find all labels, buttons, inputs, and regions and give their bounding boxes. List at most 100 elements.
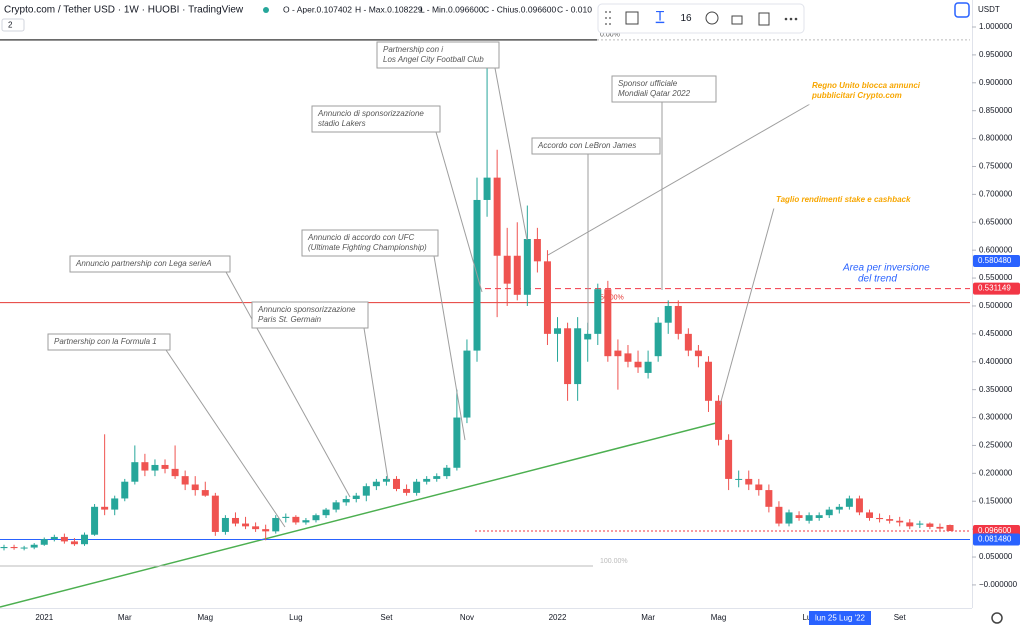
candle-body (0, 546, 8, 549)
more-button[interactable] (784, 17, 798, 21)
y-tick-label: 0.400000 (979, 357, 1013, 366)
layers-toggle[interactable] (1, 18, 25, 32)
candle-body (886, 519, 894, 521)
callout-line (719, 207, 775, 406)
text-color-button[interactable]: T (656, 8, 665, 24)
y-tick-label: 0.800000 (979, 134, 1013, 143)
y-tick-label: −0.000000 (979, 580, 1018, 589)
callout-text: pubblicitari Crypto.com (811, 91, 902, 100)
y-tick-label: 0.650000 (979, 217, 1013, 226)
x-tick-label: Lug (289, 613, 302, 622)
candle-body (876, 517, 884, 520)
x-tick-label: Mar (118, 613, 132, 622)
candle-body (513, 255, 521, 295)
candle-body (866, 512, 874, 518)
candle-body (755, 484, 763, 491)
callout-text: Partnership con la Formula 1 (54, 337, 157, 346)
fib-label: 100.00% (600, 558, 628, 565)
y-tick-label: 0.300000 (979, 413, 1013, 422)
price-label-box (973, 533, 1020, 546)
candle-body (443, 467, 451, 477)
callout-text: Paris St. Germain (258, 315, 322, 324)
callout-text: Sponsor ufficiale (618, 79, 678, 88)
callout-line (225, 271, 351, 498)
callout-box (611, 75, 717, 103)
candle-body (463, 350, 471, 418)
candle-body (584, 333, 592, 340)
font-size-button[interactable]: 16 (680, 13, 692, 24)
y-tick-label: 0.750000 (979, 162, 1013, 171)
candle-body (50, 536, 58, 540)
x-tick-label: Nov (460, 613, 474, 622)
y-tick-label: 0.700000 (979, 189, 1013, 198)
callout-line (435, 131, 483, 293)
callout-box (531, 137, 661, 155)
candle-body (221, 517, 229, 532)
callout-text: Annuncio sponsorizzazione (257, 305, 356, 314)
plot: 1.000000 0.950000 0.900000 0.850000 0.800000… (0, 22, 1020, 622)
y-tick-label: 0.350000 (979, 385, 1013, 394)
candle-body (352, 495, 360, 500)
price-label-box (973, 255, 1020, 268)
candle-body (131, 462, 139, 482)
price-label: 0.081480 (978, 535, 1012, 544)
candle-body (694, 350, 702, 357)
candle-body (554, 328, 562, 334)
candle-body (10, 546, 18, 549)
candle-body (171, 468, 179, 477)
x-tick-label: Mag (711, 613, 727, 622)
callout-line (494, 67, 528, 241)
candle-body (423, 478, 431, 482)
chat-icon[interactable] (954, 2, 970, 18)
lock-button[interactable] (731, 15, 743, 25)
callout-text: Partnership con i (383, 45, 443, 54)
candle-body (916, 523, 924, 525)
candle-body (161, 464, 169, 469)
candle-body (413, 481, 421, 493)
candle-body (765, 490, 773, 507)
price-label: 0.531149 (978, 284, 1011, 293)
settings-button[interactable] (705, 11, 719, 25)
fib-label: 0.00% (600, 32, 620, 39)
y-tick-label: 0.250000 (979, 441, 1013, 450)
candle-body (141, 462, 149, 471)
candle-body (745, 478, 753, 485)
symbol-title: Crypto.com / Tether USD · 1W · HUOBI · T… (4, 5, 244, 16)
delete-button[interactable] (758, 12, 770, 26)
candle-body (70, 541, 78, 545)
callout-text: Annuncio di sponsorizzazione (317, 109, 424, 118)
ohlc-value: C - Chius.0.096600 (483, 4, 557, 14)
y-tick-label: 1.000000 (979, 22, 1013, 31)
callout-text: stadio Lakers (318, 119, 366, 128)
area-note: Area per inversione (842, 263, 930, 274)
settings-gear[interactable] (991, 612, 1003, 624)
candle-body (191, 484, 199, 491)
ohlc-value: H - Max.0.108229 (355, 4, 423, 14)
candle-body (735, 478, 743, 480)
callout-box (376, 41, 500, 69)
callout-box (47, 333, 171, 351)
candle-body (946, 525, 954, 532)
ohlc-value: L - Min.0.096600 (420, 4, 484, 14)
candle-body (614, 350, 622, 357)
candle-body (795, 515, 803, 518)
callout-text: Annuncio di accordo con UFC (307, 233, 415, 242)
y-tick-label: 0.200000 (979, 468, 1013, 477)
candle-body (594, 289, 602, 334)
callout-text: Regno Unito blocca annunci (812, 81, 921, 90)
callout-text: Taglio rendimenti stake e cashback (776, 195, 911, 204)
candle-body (433, 476, 441, 479)
ohlc-value: C - 0.010 (557, 4, 592, 14)
crosshair-box (809, 611, 871, 625)
candle-body (272, 517, 280, 532)
template-button[interactable] (625, 11, 639, 25)
currency[interactable]: USDT (978, 5, 1000, 14)
candle-body (493, 177, 501, 256)
candle-body (624, 353, 632, 362)
candle-body (30, 544, 38, 548)
candle-body (543, 261, 551, 334)
candle-body (111, 498, 119, 510)
candle-body (835, 506, 843, 510)
